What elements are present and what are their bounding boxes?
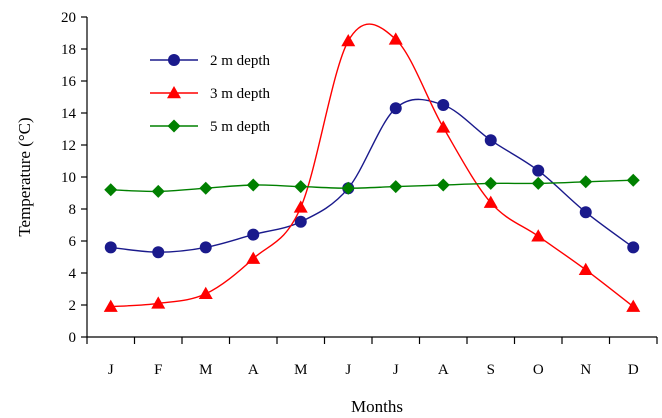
data-point-1-5 <box>341 34 356 47</box>
axes: 0 2 4 6 8 10 12 14 16 18 20 J F M A M J J A S O N D <box>61 10 658 378</box>
data-point-2-10 <box>579 175 593 189</box>
data-point-2-1 <box>151 184 165 198</box>
data-point-0-0 <box>104 241 117 254</box>
data-point-0-9 <box>532 164 545 177</box>
data-point-2-4 <box>294 180 308 194</box>
x-tick-label-5: J <box>345 362 351 378</box>
x-tick-label-3: A <box>248 362 259 378</box>
data-point-2-6 <box>389 180 403 194</box>
data-point-2-5 <box>341 181 355 195</box>
series-line-2 <box>110 179 634 193</box>
y-tick-label-10: 10 <box>61 170 76 186</box>
data-point-2-9 <box>531 176 545 190</box>
data-point-2-11 <box>626 173 640 187</box>
y-tick-label-18: 18 <box>61 42 76 58</box>
data-point-1-10 <box>578 262 593 276</box>
series-0 <box>104 98 640 259</box>
data-point-1-2 <box>198 286 213 300</box>
x-tick-label-7: A <box>438 362 449 378</box>
data-point-1-0 <box>103 299 118 312</box>
data-point-0-6 <box>389 102 402 115</box>
y-tick-label-2: 2 <box>69 298 77 314</box>
data-point-1-3 <box>246 251 261 264</box>
y-tick-label-0: 0 <box>69 330 77 346</box>
legend-marker-1 <box>167 86 181 99</box>
y-tick-label-6: 6 <box>69 234 77 250</box>
data-point-0-7 <box>437 99 450 111</box>
x-tick-label-6: J <box>393 362 399 378</box>
data-point-1-4 <box>293 200 308 213</box>
data-point-2-0 <box>104 183 118 197</box>
legend-marker-2 <box>167 119 181 133</box>
data-point-0-2 <box>199 241 212 254</box>
data-point-1-7 <box>436 120 451 133</box>
series-2 <box>104 173 640 198</box>
legend-label-2: 5 m depth <box>210 119 270 135</box>
data-point-1-11 <box>626 299 641 312</box>
data-point-1-8 <box>483 195 498 208</box>
data-point-0-4 <box>294 215 307 228</box>
data-point-2-8 <box>484 176 498 190</box>
data-point-2-7 <box>436 178 450 192</box>
data-point-2-2 <box>199 181 213 195</box>
data-point-0-8 <box>484 134 497 147</box>
y-tick-label-8: 8 <box>69 202 77 218</box>
data-point-0-11 <box>627 241 640 254</box>
data-point-0-10 <box>579 206 592 219</box>
y-tick-label-12: 12 <box>61 138 76 154</box>
data-point-1-1 <box>151 296 166 309</box>
x-tick-label-9: O <box>533 362 544 378</box>
y-tick-label-4: 4 <box>69 266 77 282</box>
legend-label-1: 3 m depth <box>210 86 270 102</box>
x-tick-label-0: J <box>108 362 114 378</box>
series-layer <box>103 23 641 312</box>
legend-marker-0 <box>168 54 180 66</box>
data-point-0-3 <box>247 228 260 241</box>
x-tick-label-4: M <box>294 362 307 378</box>
x-tick-label-10: N <box>580 362 591 378</box>
x-tick-label-1: F <box>154 362 162 378</box>
data-point-1-6 <box>388 32 403 45</box>
y-tick-label-14: 14 <box>61 106 77 122</box>
data-point-2-3 <box>246 178 260 192</box>
y-axis-title: Temperature (°C) <box>15 117 34 236</box>
y-tick-label-16: 16 <box>61 74 77 90</box>
legend-label-0: 2 m depth <box>210 53 270 69</box>
legend: 2 m depth 3 m depth 5 m depth <box>150 53 270 135</box>
data-point-1-9 <box>531 229 546 242</box>
series-line-0 <box>110 98 634 253</box>
x-tick-label-8: S <box>487 362 495 378</box>
x-tick-label-11: D <box>628 362 639 378</box>
y-tick-label-20: 20 <box>61 10 76 26</box>
x-axis-title: Months <box>351 397 403 416</box>
data-point-0-1 <box>152 246 165 259</box>
series-line-1 <box>110 23 634 308</box>
series-1 <box>103 23 641 312</box>
x-tick-label-2: M <box>199 362 212 378</box>
